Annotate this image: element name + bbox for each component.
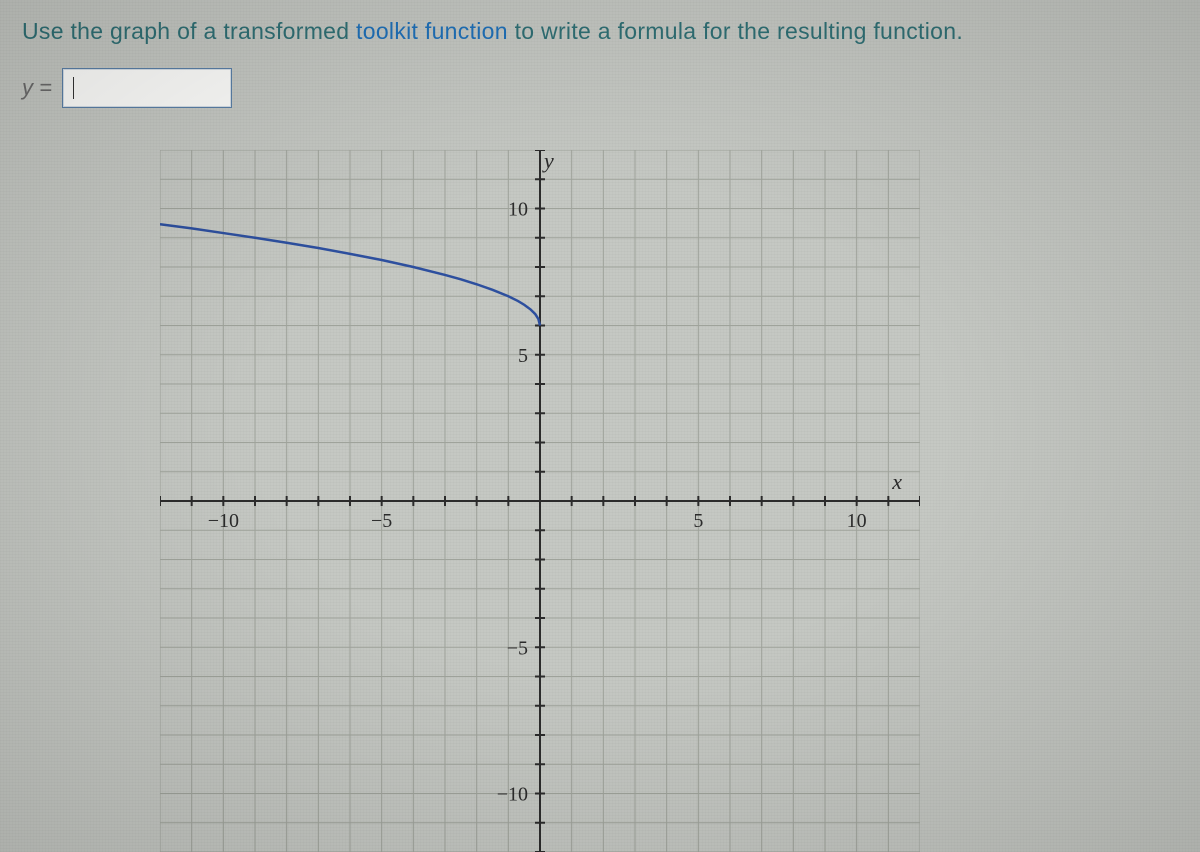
svg-text:x: x (891, 469, 902, 494)
formula-input[interactable] (62, 68, 232, 108)
svg-text:−10: −10 (208, 510, 239, 532)
svg-text:5: 5 (518, 345, 528, 367)
svg-text:10: 10 (508, 199, 528, 221)
y-equals-label: y = (22, 75, 52, 101)
prompt-seg-2: to write a formula for the resulting fun… (508, 18, 963, 44)
question-prompt: Use the graph of a transformed toolkit f… (22, 18, 1178, 45)
answer-row: y = (22, 68, 232, 108)
prompt-seg-1: toolkit function (356, 18, 508, 44)
svg-text:5: 5 (693, 510, 703, 532)
svg-text:−5: −5 (507, 637, 528, 659)
graph-svg: −10 −5 5 10 10 5 −5 −10 x y (160, 150, 920, 852)
text-caret-icon (73, 77, 74, 99)
svg-text:−10: −10 (497, 784, 528, 806)
svg-text:y: y (542, 150, 554, 173)
svg-text:10: 10 (847, 510, 867, 532)
graph-panel: −10 −5 5 10 10 5 −5 −10 x y (160, 150, 920, 852)
svg-text:−5: −5 (371, 510, 392, 532)
prompt-seg-0: Use the graph of a transformed (22, 18, 356, 44)
